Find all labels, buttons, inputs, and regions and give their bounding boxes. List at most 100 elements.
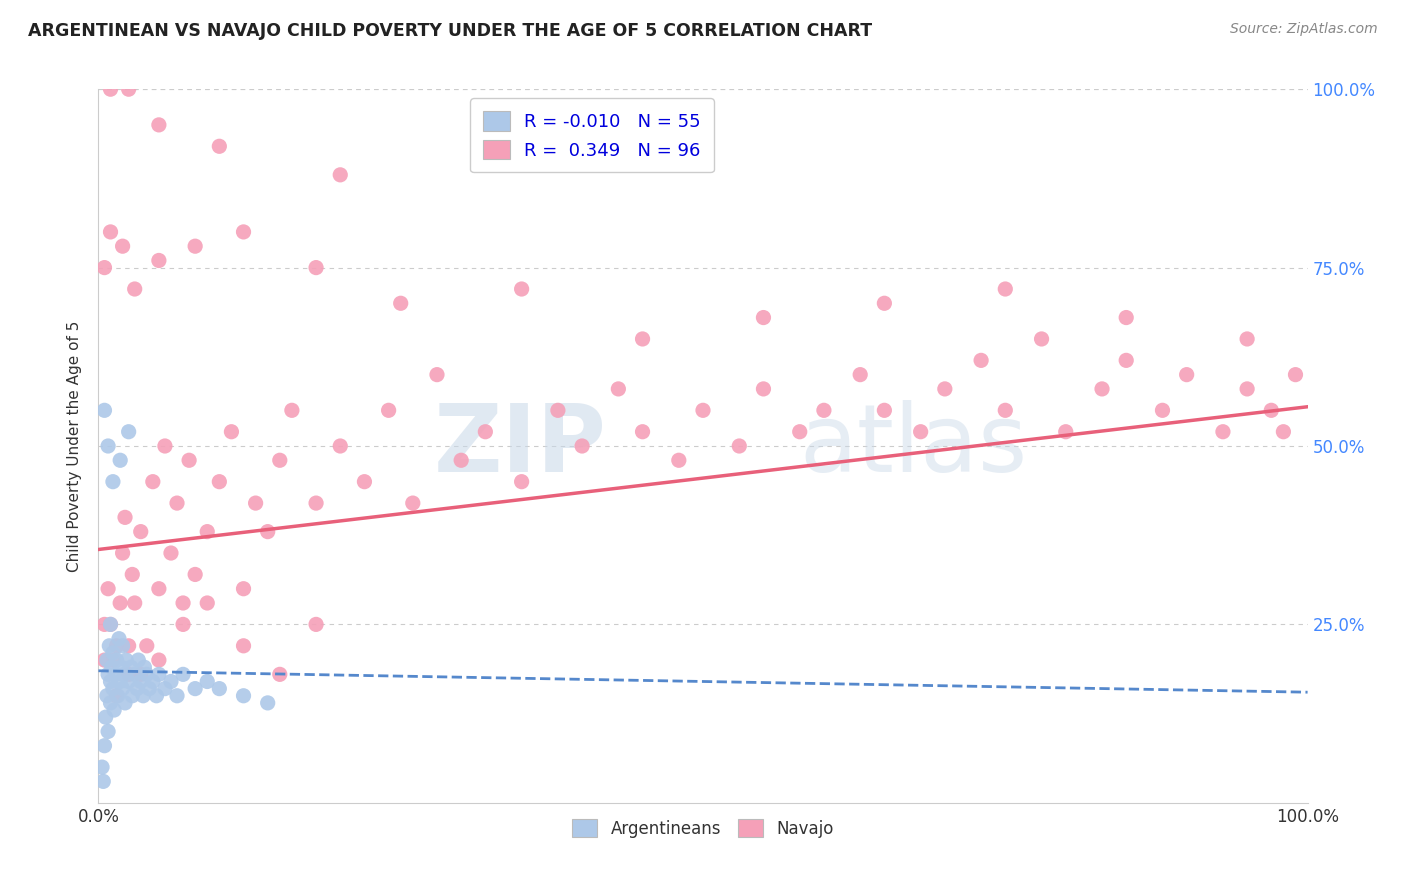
- Point: [96, 653, 118, 667]
- Point: [160, 546, 183, 560]
- Point: [142, 475, 165, 489]
- Point: [108, 596, 131, 610]
- Point: [98, 639, 121, 653]
- Point: [142, 674, 165, 689]
- Point: [571, 439, 593, 453]
- Point: [111, 546, 134, 560]
- Point: [135, 667, 157, 681]
- Y-axis label: Child Poverty Under the Age of 5: Child Poverty Under the Age of 5: [67, 320, 83, 572]
- Point: [1175, 368, 1198, 382]
- Point: [94, 710, 117, 724]
- Text: Source: ZipAtlas.com: Source: ZipAtlas.com: [1230, 22, 1378, 37]
- Point: [402, 496, 425, 510]
- Point: [184, 567, 207, 582]
- Point: [118, 667, 141, 681]
- Point: [105, 639, 128, 653]
- Point: [93, 739, 115, 753]
- Point: [1212, 425, 1234, 439]
- Point: [148, 118, 170, 132]
- Point: [124, 667, 146, 681]
- Point: [172, 667, 194, 681]
- Point: [108, 632, 131, 646]
- Point: [124, 596, 146, 610]
- Point: [100, 696, 122, 710]
- Point: [256, 696, 278, 710]
- Point: [474, 425, 496, 439]
- Point: [101, 646, 124, 660]
- Point: [752, 382, 775, 396]
- Point: [93, 403, 115, 417]
- Point: [93, 617, 115, 632]
- Point: [114, 510, 136, 524]
- Point: [91, 760, 114, 774]
- Point: [329, 168, 352, 182]
- Point: [129, 667, 152, 681]
- Point: [97, 439, 120, 453]
- Point: [172, 617, 194, 632]
- Point: [112, 667, 135, 681]
- Point: [129, 524, 152, 539]
- Point: [184, 239, 207, 253]
- Point: [232, 225, 254, 239]
- Point: [269, 667, 291, 681]
- Point: [148, 667, 170, 681]
- Point: [132, 689, 155, 703]
- Point: [1054, 425, 1077, 439]
- Point: [148, 582, 170, 596]
- Point: [145, 689, 167, 703]
- Point: [108, 453, 131, 467]
- Point: [118, 639, 141, 653]
- Point: [118, 674, 141, 689]
- Point: [124, 282, 146, 296]
- Point: [160, 674, 183, 689]
- Point: [100, 617, 122, 632]
- Point: [97, 582, 120, 596]
- Point: [101, 653, 124, 667]
- Point: [148, 253, 170, 268]
- Point: [172, 596, 194, 610]
- Point: [129, 674, 152, 689]
- Point: [281, 403, 304, 417]
- Point: [127, 653, 149, 667]
- Point: [1115, 353, 1137, 368]
- Point: [115, 653, 138, 667]
- Point: [607, 382, 630, 396]
- Legend: Argentineans, Navajo: Argentineans, Navajo: [565, 813, 841, 845]
- Point: [121, 567, 143, 582]
- Point: [510, 282, 533, 296]
- Point: [389, 296, 412, 310]
- Point: [329, 439, 352, 453]
- Point: [377, 403, 399, 417]
- Point: [1260, 403, 1282, 417]
- Point: [232, 689, 254, 703]
- Point: [426, 368, 449, 382]
- Point: [692, 403, 714, 417]
- Point: [97, 724, 120, 739]
- Point: [100, 660, 122, 674]
- Point: [101, 681, 124, 696]
- Point: [179, 453, 201, 467]
- Point: [1091, 382, 1114, 396]
- Point: [1272, 425, 1295, 439]
- Point: [166, 496, 188, 510]
- Point: [105, 653, 128, 667]
- Point: [910, 425, 932, 439]
- Point: [631, 425, 654, 439]
- Point: [93, 653, 115, 667]
- Point: [813, 403, 835, 417]
- Point: [96, 689, 118, 703]
- Point: [1152, 403, 1174, 417]
- Point: [208, 139, 231, 153]
- Point: [1236, 332, 1258, 346]
- Point: [305, 496, 328, 510]
- Point: [631, 332, 654, 346]
- Point: [110, 660, 132, 674]
- Point: [148, 653, 170, 667]
- Point: [208, 681, 231, 696]
- Point: [166, 689, 188, 703]
- Point: [195, 674, 218, 689]
- Point: [232, 582, 254, 596]
- Point: [208, 475, 231, 489]
- Point: [114, 696, 136, 710]
- Point: [195, 524, 218, 539]
